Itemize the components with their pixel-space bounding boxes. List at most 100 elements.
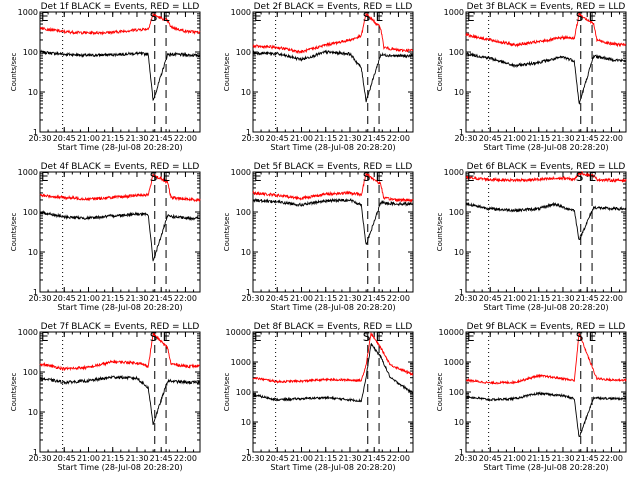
chart-title: Det 6f BLACK = Events, RED = LLD [467,162,626,172]
plot-frame [465,171,627,293]
x-tick-label: 21:30 [338,294,361,303]
y-tick-label: 1 [459,448,464,457]
lld-series-line [39,173,201,203]
x-tick-label: 22:00 [387,294,410,303]
chart-panel-6: Det 6f BLACK = Events, RED = LLD 1 10 100 10… [436,162,627,312]
x-tick-label: 21:30 [551,134,574,143]
x-tick-label: 21:00 [290,134,313,143]
x-tick-label: 21:30 [125,134,148,143]
time-marker-label: E [467,170,475,184]
x-tick-label: 20:45 [479,454,502,463]
x-tick-label: 21:30 [551,454,574,463]
x-tick-label: 20:30 [454,294,477,303]
x-tick-label: 22:00 [174,134,197,143]
time-marker-label: E [254,170,262,184]
x-tick-label: 20:45 [53,294,76,303]
x-axis-label: Start Time (28-Jul-08 20:28:20) [270,143,395,152]
time-marker-label: E [589,330,597,344]
x-tick-label: 20:30 [241,454,264,463]
x-tick-label: 21:45 [150,134,173,143]
y-tick-label: 1 [246,128,251,137]
y-tick-label: 10000 [226,328,251,337]
x-tick-label: 20:30 [241,134,264,143]
time-marker-label: E [41,330,49,344]
events-series-line [465,201,627,241]
y-tick-label: 1 [33,128,38,137]
time-marker-label: E [41,170,49,184]
x-tick-label: 20:45 [479,134,502,143]
y-tick-label: 1000 [18,168,38,177]
time-marker-label: E [41,10,49,24]
x-tick-label: 22:00 [174,454,197,463]
plot-frame [39,331,201,453]
x-tick-label: 22:00 [600,294,623,303]
y-axis-label: Counts/sec [10,373,18,412]
y-tick-label: 10 [241,248,251,257]
x-tick-label: 22:00 [387,454,410,463]
y-axis-label: Counts/sec [436,373,444,412]
events-series-line [253,342,414,403]
x-tick-label: 21:15 [527,454,550,463]
y-tick-label: 100 [449,388,464,397]
y-axis-label: Counts/sec [10,213,18,252]
x-tick-label: 21:00 [77,294,100,303]
time-marker-label: E [589,10,597,24]
x-tick-label: 21:00 [77,454,100,463]
x-tick-label: 20:45 [53,134,76,143]
y-tick-label: 1 [459,128,464,137]
y-tick-label: 1 [33,448,38,457]
y-tick-label: 1000 [18,8,38,17]
y-tick-label: 10 [454,88,464,97]
x-tick-label: 20:45 [266,454,289,463]
time-marker-label: E [467,330,475,344]
x-tick-label: 21:00 [77,134,100,143]
chart-title: Det 8f BLACK = Events, RED = LLD [254,322,413,332]
x-tick-label: 20:30 [241,294,264,303]
x-tick-label: 21:30 [338,134,361,143]
x-tick-label: 20:30 [28,454,51,463]
plot-frame [252,171,414,293]
chart-panel-8: Det 8f BLACK = Events, RED = LLD 1 10 100 10… [223,322,414,472]
x-tick-label: 21:30 [338,454,361,463]
x-tick-label: 21:30 [125,454,148,463]
y-axis-label: Counts/sec [10,53,18,92]
x-tick-label: 21:00 [503,134,526,143]
y-tick-label: 1 [246,448,251,457]
x-tick-label: 21:45 [363,454,386,463]
chart-title: Det 7f BLACK = Events, RED = LLD [41,322,200,332]
events-series-line [252,49,414,103]
y-axis-label: Counts/sec [223,373,231,412]
time-marker-label: S [576,10,584,24]
chart-title: Det 3f BLACK = Events, RED = LLD [467,2,626,12]
chart-title: Det 4f BLACK = Events, RED = LLD [41,162,200,172]
x-tick-label: 20:30 [28,134,51,143]
y-tick-label: 1000 [231,358,251,367]
time-marker-label: S [150,170,158,184]
lld-series-line [252,173,414,203]
lld-series-line [465,11,627,48]
chart-title: Det 2f BLACK = Events, RED = LLD [254,2,413,12]
x-tick-label: 22:00 [174,294,197,303]
y-tick-label: 1000 [444,358,464,367]
y-tick-label: 100 [449,208,464,217]
x-tick-label: 22:00 [387,134,410,143]
y-tick-label: 10 [454,418,464,427]
time-marker-label: S [576,330,584,344]
x-tick-label: 21:15 [101,454,124,463]
lld-series-line [39,12,201,36]
x-axis-label: Start Time (28-Jul-08 20:28:20) [483,463,608,472]
chart-panel-4: Det 4f BLACK = Events, RED = LLD 1 10 100 10… [10,162,201,312]
time-marker-label: S [363,170,371,184]
x-tick-label: 20:45 [266,134,289,143]
chart-panel-7: Det 7f BLACK = Events, RED = LLD 1 10 100 10… [10,322,201,472]
events-series-line [39,374,200,426]
plot-frame [465,11,627,133]
chart-panel-9: Det 9f BLACK = Events, RED = LLD 1 10 100 10… [436,322,627,472]
events-series-line [465,391,627,438]
x-tick-label: 21:15 [314,454,337,463]
time-marker-label: S [150,10,158,24]
chart-title: Det 5f BLACK = Events, RED = LLD [254,162,413,172]
x-tick-label: 21:15 [527,294,550,303]
x-tick-label: 21:45 [576,454,599,463]
